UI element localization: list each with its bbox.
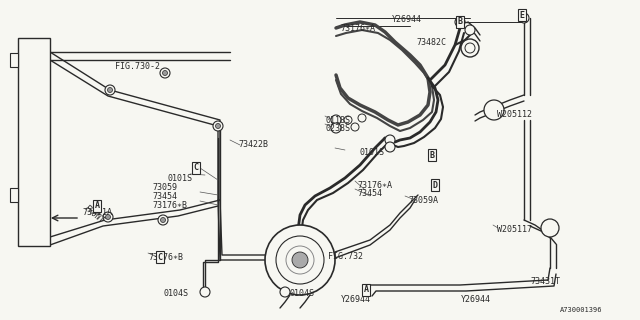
Circle shape: [108, 87, 113, 92]
Circle shape: [541, 219, 559, 237]
Text: 0101S: 0101S: [360, 148, 385, 157]
Circle shape: [216, 124, 221, 129]
Circle shape: [385, 135, 395, 145]
Bar: [10, 188, 18, 202]
Circle shape: [200, 287, 210, 297]
Circle shape: [105, 85, 115, 95]
Text: A: A: [364, 285, 369, 294]
Text: B: B: [429, 150, 435, 159]
Text: 73421A: 73421A: [82, 208, 112, 217]
Text: 0118S: 0118S: [325, 116, 350, 125]
Circle shape: [163, 70, 168, 76]
Text: FRONT: FRONT: [82, 204, 106, 226]
Text: Y26944: Y26944: [392, 15, 422, 24]
Circle shape: [455, 17, 465, 27]
Circle shape: [286, 246, 314, 274]
Text: 0238S: 0238S: [325, 124, 350, 133]
Circle shape: [265, 225, 335, 295]
Circle shape: [358, 114, 366, 122]
Text: D: D: [433, 180, 438, 189]
Text: A: A: [95, 202, 99, 211]
Circle shape: [292, 252, 308, 268]
Circle shape: [160, 68, 170, 78]
Circle shape: [106, 214, 111, 220]
Circle shape: [213, 121, 223, 131]
Circle shape: [331, 123, 341, 133]
Circle shape: [280, 287, 290, 297]
Text: 73482C: 73482C: [416, 38, 446, 47]
Text: 73176∗A: 73176∗A: [357, 181, 392, 190]
Circle shape: [344, 116, 352, 124]
Text: 0104S: 0104S: [289, 289, 314, 298]
Text: B: B: [458, 18, 463, 27]
Text: 73454: 73454: [152, 192, 177, 201]
Text: 73059: 73059: [152, 183, 177, 192]
Text: 73176∗A: 73176∗A: [340, 24, 375, 33]
Circle shape: [103, 212, 113, 222]
Text: Y26944: Y26944: [341, 295, 371, 304]
Circle shape: [465, 25, 475, 35]
Text: 0104S: 0104S: [163, 289, 188, 298]
Bar: [10, 53, 18, 67]
Circle shape: [465, 43, 475, 53]
Circle shape: [461, 39, 479, 57]
Text: 73431T: 73431T: [530, 277, 560, 286]
Circle shape: [276, 236, 324, 284]
Text: C: C: [157, 252, 163, 261]
Text: 0101S: 0101S: [168, 174, 193, 183]
Text: 73059A: 73059A: [408, 196, 438, 205]
Circle shape: [385, 142, 395, 152]
Text: W205117: W205117: [497, 225, 532, 234]
Text: 73176∗B: 73176∗B: [148, 253, 183, 262]
Text: E: E: [520, 11, 525, 20]
Circle shape: [519, 13, 529, 23]
Circle shape: [484, 100, 504, 120]
Text: Y26944: Y26944: [461, 295, 491, 304]
Bar: [18, 38, 50, 246]
Text: A730001396: A730001396: [560, 307, 602, 313]
Text: 73422B: 73422B: [238, 140, 268, 149]
Text: W205112: W205112: [497, 110, 532, 119]
Circle shape: [351, 123, 359, 131]
Text: FIG.730-2: FIG.730-2: [115, 62, 160, 71]
Circle shape: [161, 218, 166, 222]
Text: 73176∗B: 73176∗B: [152, 201, 187, 210]
Text: C: C: [193, 164, 198, 172]
Text: 73454: 73454: [357, 189, 382, 198]
Text: FIG.732: FIG.732: [328, 252, 363, 261]
Circle shape: [331, 115, 341, 125]
Circle shape: [158, 215, 168, 225]
